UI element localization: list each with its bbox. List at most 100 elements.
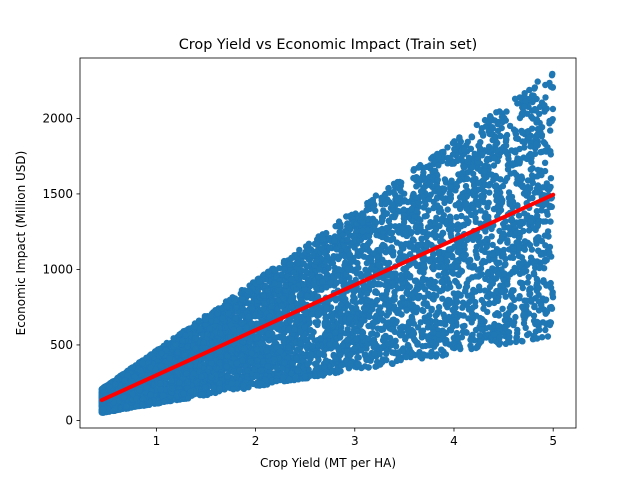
scatter-point [527,184,534,192]
scatter-point [438,157,446,165]
scatter-point [511,95,519,103]
scatter-point [459,299,467,306]
scatter-point [547,127,554,134]
scatter-point [332,297,340,304]
scatter-point [421,294,428,301]
scatter-point [490,162,498,169]
scatter-point [497,194,505,202]
scatter-point [502,261,509,268]
scatter-point [337,351,344,358]
scatter-point [455,199,462,207]
scatter-point [499,182,507,190]
scatter-point [396,324,404,332]
scatter-point [335,346,342,353]
scatter-point [409,243,416,250]
scatter-point [280,257,288,265]
scatter-point [536,264,543,272]
scatter-point [488,171,496,178]
scatter-point [410,174,417,182]
scatter-point [528,296,535,303]
scatter-point [460,312,467,319]
scatter-point [472,326,480,334]
scatter-point [436,336,443,343]
scatter-point [538,207,545,214]
scatter-point [434,194,441,201]
scatter-point [418,235,425,242]
scatter-point [412,277,420,284]
scatter-point [314,321,321,329]
scatter-point [531,85,538,92]
scatter-point [390,252,397,259]
scatter-point [371,319,378,327]
scatter-point [466,263,473,270]
scatter-point [423,212,430,220]
scatter-point [467,145,475,152]
scatter-point [525,273,532,281]
scatter-point [501,317,509,324]
scatter-point [439,295,446,302]
scatter-point [494,203,501,211]
scatter-point [417,319,424,326]
scatter-point [535,307,543,314]
scatter-point [415,164,422,171]
scatter-point [373,231,380,239]
scatter-point [498,199,506,206]
scatter-point [478,271,485,278]
scatter-point [305,240,313,247]
scatter-point [474,266,481,273]
scatter-point [447,183,454,190]
scatter-point [417,188,425,195]
scatter-point [400,212,408,219]
scatter-point [383,290,390,298]
scatter-point [493,182,500,189]
scatter-point [519,303,526,310]
scatter-point [397,332,404,339]
scatter-point [493,287,500,295]
scatter-point [512,129,519,136]
scatter-point [449,306,456,314]
scatter-point [332,355,339,362]
scatter-point [352,299,360,307]
scatter-point [488,233,495,240]
scatter-point [481,300,488,307]
scatter-point [387,230,394,237]
scatter-point [426,258,433,265]
scatter-point [472,193,479,200]
scatter-point [399,294,406,301]
scatter-point [534,78,541,85]
scatter-point [519,129,526,136]
scatter-point [500,277,507,284]
scatter-point [502,311,509,319]
scatter-point [366,313,373,320]
scatter-point [541,159,549,166]
scatter-point [547,175,555,182]
scatter-point [400,206,407,213]
scatter-point [533,240,540,247]
scatter-point [486,189,493,196]
scatter-point [502,134,509,141]
scatter-point [534,173,541,180]
scatter-point [362,266,369,273]
scatter-point [403,307,410,314]
scatter-point [455,283,463,290]
scatter-point [473,251,480,258]
scatter-point [321,320,328,327]
scatter-point [446,213,454,220]
scatter-point [435,272,442,279]
scatter-point [473,121,480,129]
scatter-point [469,331,476,338]
scatter-point [493,187,500,195]
scatter-point [500,230,507,237]
scatter-point [512,313,519,321]
scatter-point [293,355,300,362]
scatter-point [549,105,557,113]
scatter-point [542,297,549,304]
scatter-point [470,205,477,212]
scatter-point [480,305,487,312]
scatter-point [519,338,526,345]
scatter-point [296,246,303,254]
scatter-point [532,140,540,148]
scatter-point [420,204,427,211]
scatter-point [538,334,546,341]
scatter-point [431,188,438,195]
